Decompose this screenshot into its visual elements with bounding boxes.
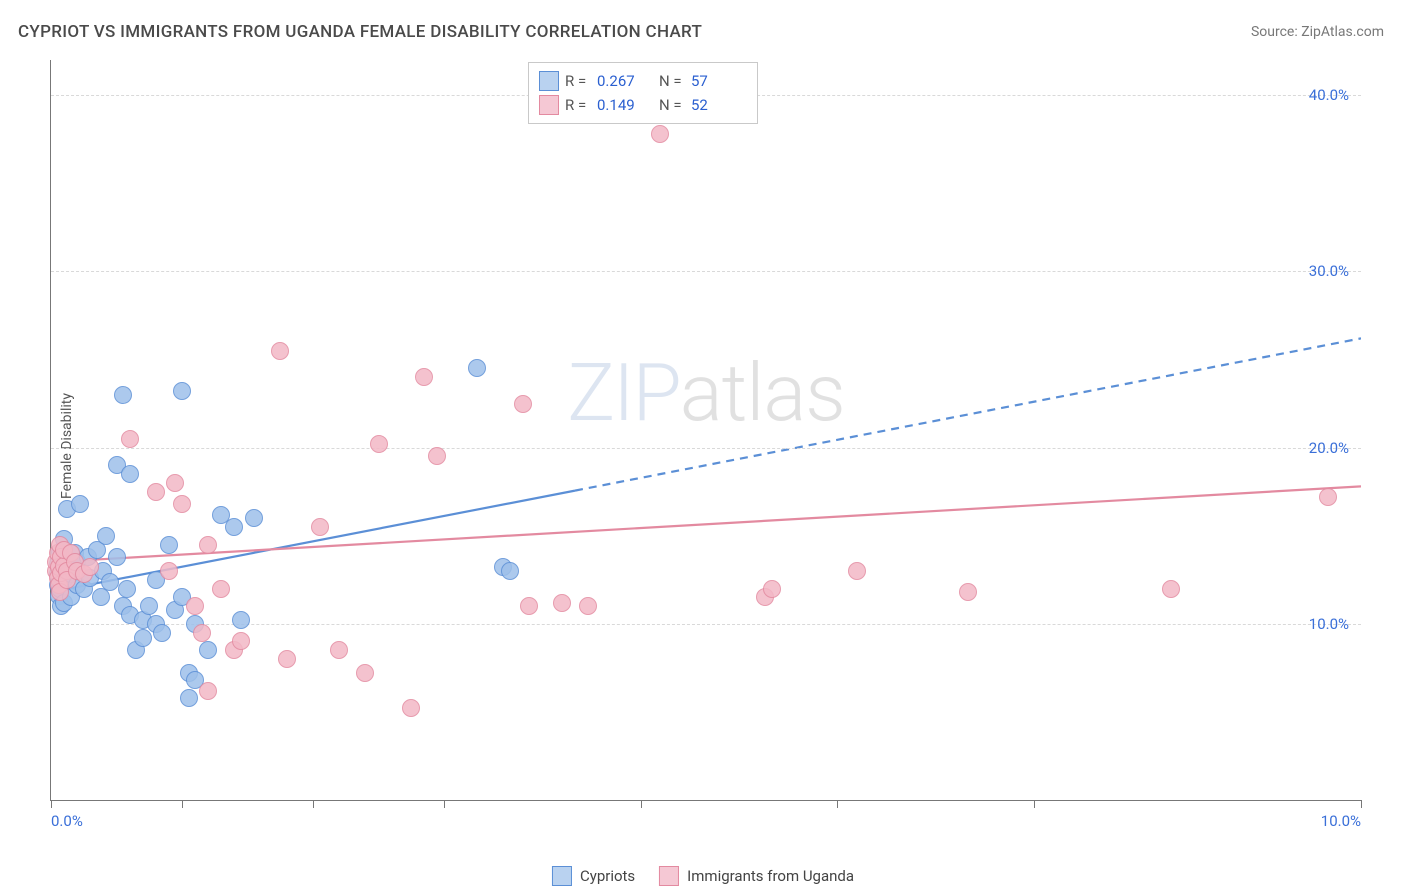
legend-swatch (539, 95, 559, 115)
data-point (553, 594, 571, 612)
data-point (579, 597, 597, 615)
stat-r-value: 0.267 (597, 72, 653, 90)
data-point (173, 495, 191, 513)
x-tick (444, 800, 445, 808)
data-point (848, 562, 866, 580)
data-point (356, 664, 374, 682)
data-point (199, 682, 217, 700)
y-tick-label: 30.0% (1309, 262, 1349, 280)
watermark-part1: ZIP (567, 346, 679, 440)
x-tick-label: 0.0% (51, 812, 83, 830)
data-point (232, 632, 250, 650)
stat-n-value: 52 (691, 96, 747, 114)
chart-title: CYPRIOT VS IMMIGRANTS FROM UGANDA FEMALE… (18, 22, 702, 42)
data-point (97, 527, 115, 545)
data-point (1319, 488, 1337, 506)
data-point (330, 641, 348, 659)
data-point (173, 382, 191, 400)
series-legend: Cypriots Immigrants from Uganda (552, 866, 854, 886)
x-tick (641, 800, 642, 808)
stat-r-value: 0.149 (597, 96, 653, 114)
data-point (186, 597, 204, 615)
y-tick-label: 10.0% (1309, 615, 1349, 633)
data-point (428, 447, 446, 465)
data-point (402, 699, 420, 717)
stat-n-value: 57 (691, 72, 747, 90)
data-point (468, 359, 486, 377)
data-point (199, 536, 217, 554)
data-point (225, 518, 243, 536)
y-tick-label: 40.0% (1309, 86, 1349, 104)
data-point (278, 650, 296, 668)
stats-legend-row: R = 0.149 N = 52 (539, 93, 747, 117)
watermark: ZIPatlas (567, 346, 845, 440)
watermark-part2: atlas (680, 346, 845, 440)
data-point (71, 495, 89, 513)
data-point (134, 629, 152, 647)
data-point (415, 368, 433, 386)
data-point (763, 580, 781, 598)
data-point (1162, 580, 1180, 598)
scatter-chart: ZIPatlas 10.0%20.0%30.0%40.0%0.0%10.0% (50, 60, 1361, 801)
data-point (140, 597, 158, 615)
data-point (160, 562, 178, 580)
data-point (121, 430, 139, 448)
legend-swatch-uganda (659, 866, 679, 886)
stat-n-label: N = (659, 72, 685, 90)
data-point (232, 611, 250, 629)
x-tick (837, 800, 838, 808)
stat-r-label: R = (565, 72, 591, 90)
stat-r-label: R = (565, 96, 591, 114)
legend-label-cypriots: Cypriots (580, 867, 635, 885)
x-tick (51, 800, 52, 808)
data-point (81, 558, 99, 576)
data-point (166, 474, 184, 492)
data-point (311, 518, 329, 536)
grid-line (51, 448, 1361, 449)
data-point (199, 641, 217, 659)
data-point (212, 580, 230, 598)
data-point (959, 583, 977, 601)
legend-swatch (539, 71, 559, 91)
data-point (118, 580, 136, 598)
grid-line (51, 271, 1361, 272)
regression-line-dashed (575, 338, 1361, 490)
data-point (180, 689, 198, 707)
data-point (193, 624, 211, 642)
data-point (153, 624, 171, 642)
legend-swatch-cypriots (552, 866, 572, 886)
regression-lines-layer (51, 60, 1361, 800)
data-point (108, 548, 126, 566)
data-point (92, 588, 110, 606)
x-tick-label: 10.0% (1321, 812, 1361, 830)
stats-legend: R = 0.267 N = 57 R = 0.149 N = 52 (528, 62, 758, 124)
data-point (245, 509, 263, 527)
data-point (370, 435, 388, 453)
data-point (520, 597, 538, 615)
x-tick (182, 800, 183, 808)
legend-item-cypriots: Cypriots (552, 866, 635, 886)
data-point (501, 562, 519, 580)
data-point (651, 125, 669, 143)
stats-legend-row: R = 0.267 N = 57 (539, 69, 747, 93)
legend-item-uganda: Immigrants from Uganda (659, 866, 854, 886)
legend-label-uganda: Immigrants from Uganda (687, 867, 854, 885)
data-point (271, 342, 289, 360)
data-point (147, 483, 165, 501)
x-tick (1034, 800, 1035, 808)
data-point (121, 465, 139, 483)
x-tick (313, 800, 314, 808)
x-tick (1361, 800, 1362, 808)
source-attribution: Source: ZipAtlas.com (1251, 24, 1384, 40)
stat-n-label: N = (659, 96, 685, 114)
data-point (101, 573, 119, 591)
y-tick-label: 20.0% (1309, 439, 1349, 457)
data-point (160, 536, 178, 554)
data-point (514, 395, 532, 413)
data-point (114, 386, 132, 404)
regression-line-solid (51, 491, 575, 592)
